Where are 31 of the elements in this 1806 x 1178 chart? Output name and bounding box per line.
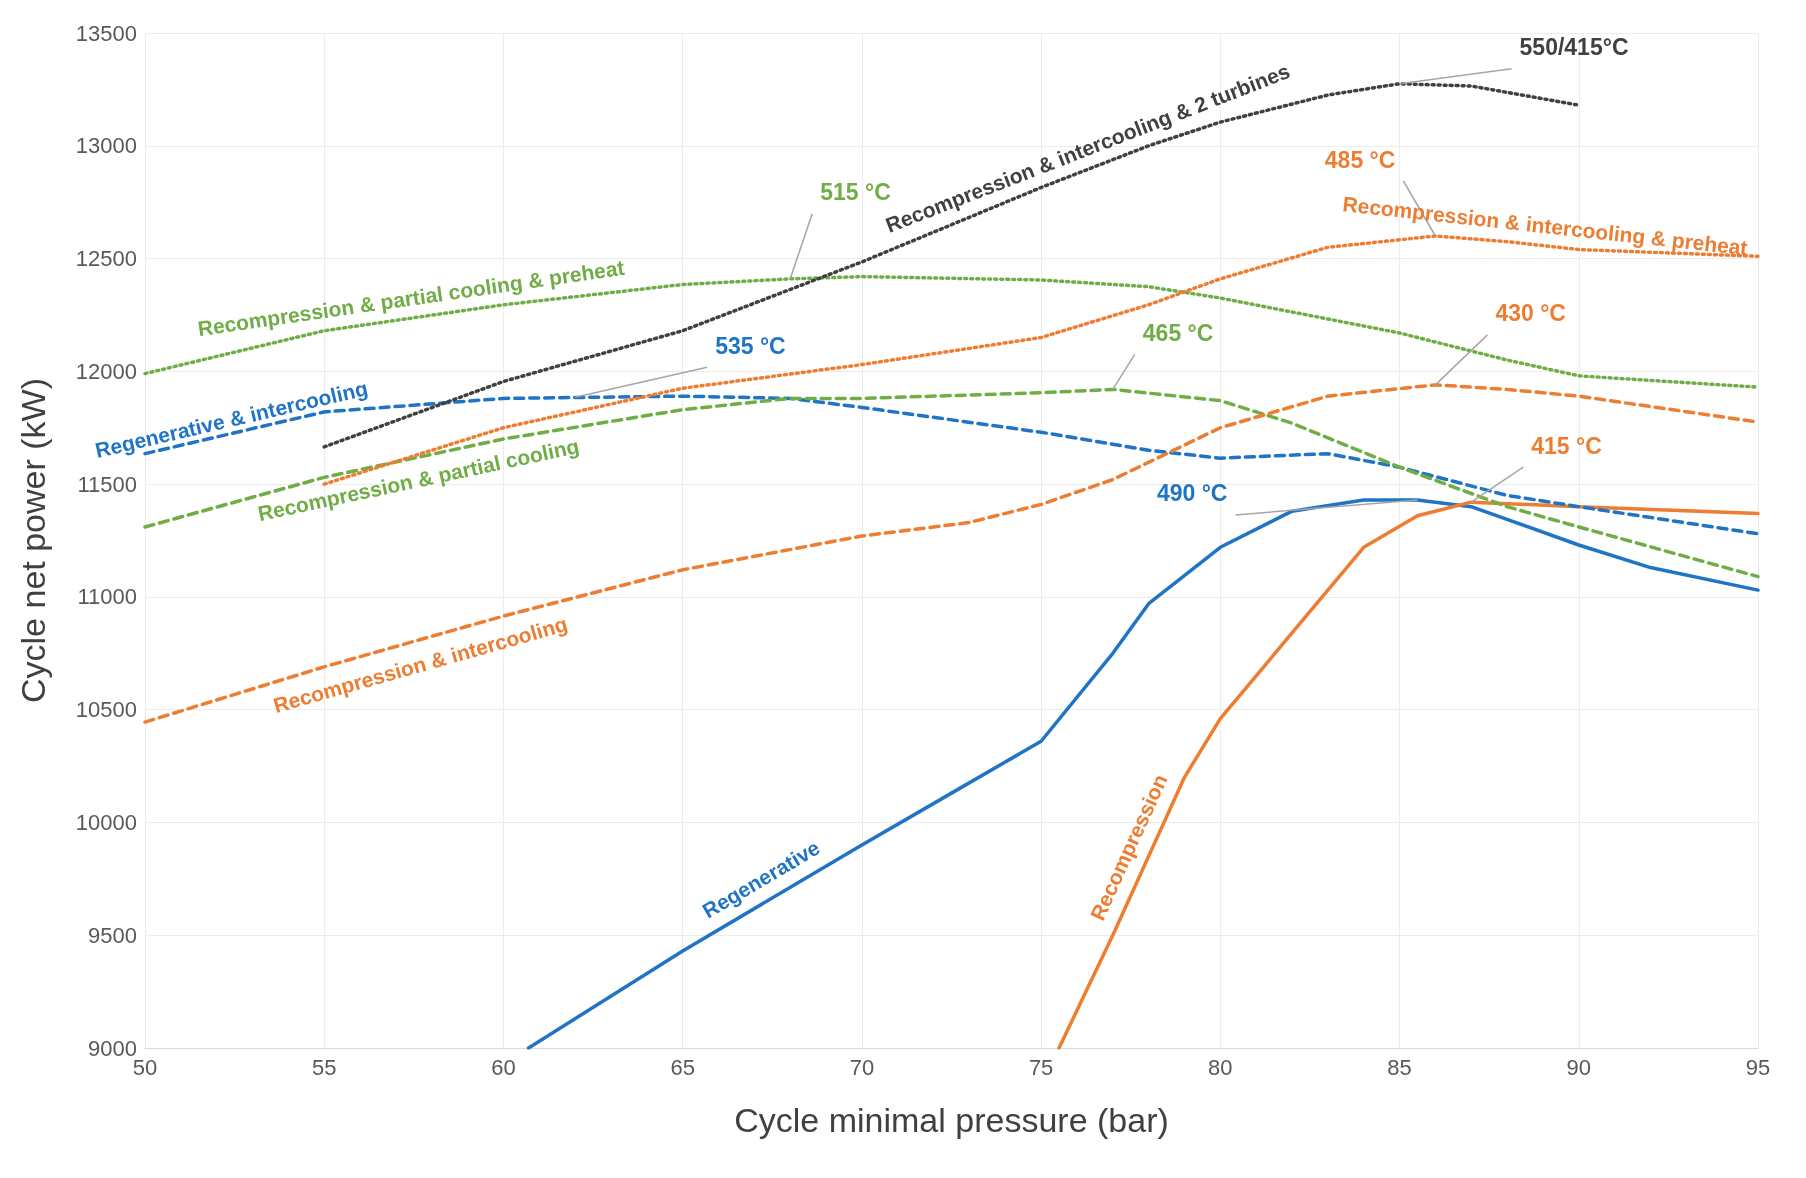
y-tick-label: 13000 bbox=[75, 133, 137, 159]
annotation: 490 °C bbox=[1156, 480, 1228, 507]
y-tick-label: 9000 bbox=[88, 1035, 137, 1061]
x-tick-label: 90 bbox=[1566, 1054, 1592, 1080]
x-tick-label: 70 bbox=[849, 1054, 875, 1080]
y-tick-label: 12500 bbox=[75, 246, 137, 272]
x-tick-label: 55 bbox=[311, 1054, 337, 1080]
text: Recompression & partial cooling & preheat bbox=[196, 255, 626, 341]
text: Recompression & intercooling & preheat bbox=[1341, 192, 1749, 260]
annotation: 485 °C bbox=[1324, 146, 1396, 173]
annotation: 415 °C bbox=[1531, 432, 1602, 459]
y-tick-label: 12000 bbox=[75, 358, 137, 384]
x-axis-title: Cycle minimal pressure (bar) bbox=[734, 1101, 1169, 1139]
annotation: 535 °C bbox=[715, 332, 786, 359]
x-tick-label: 95 bbox=[1745, 1054, 1771, 1080]
y-axis-title: Cycle net power (kW) bbox=[14, 378, 52, 703]
x-tick-label: 80 bbox=[1208, 1054, 1233, 1080]
annotation: 550/415°C bbox=[1519, 34, 1629, 61]
y-tick-label: 10000 bbox=[75, 809, 137, 835]
x-tick-label: 65 bbox=[670, 1054, 695, 1080]
y-tick-label: 11500 bbox=[77, 471, 137, 497]
y-tick-label: 9500 bbox=[88, 922, 137, 948]
y-tick-label: 10500 bbox=[75, 697, 137, 723]
annotation: 430 °C bbox=[1495, 300, 1566, 327]
x-tick-label: 75 bbox=[1028, 1054, 1054, 1080]
line-series bbox=[1057, 500, 1760, 1050]
x-tick-label: 60 bbox=[491, 1054, 516, 1080]
y-tick-label: 13500 bbox=[75, 20, 137, 46]
x-tick-label: 85 bbox=[1387, 1054, 1412, 1080]
y-tick-label: 11000 bbox=[77, 584, 137, 610]
annotation: 465 °C bbox=[1142, 319, 1214, 346]
